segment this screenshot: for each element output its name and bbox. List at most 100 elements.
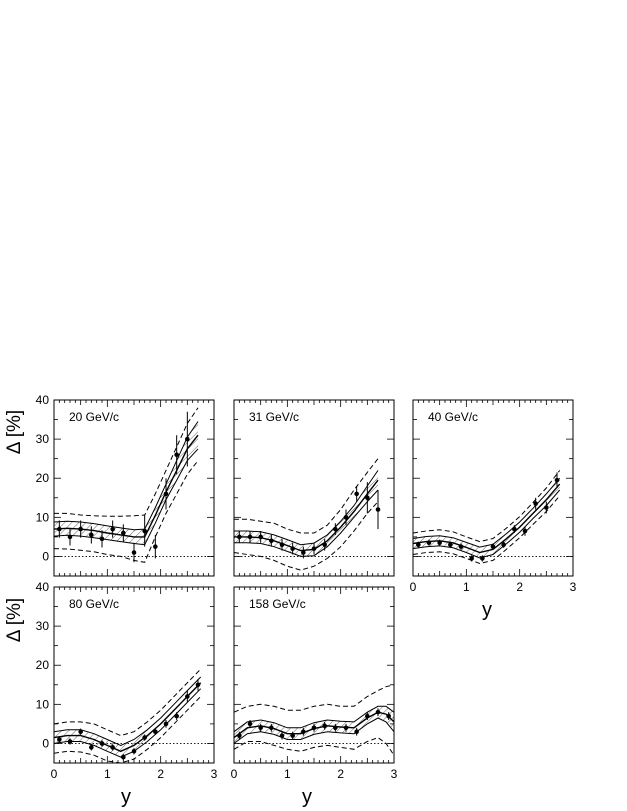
inner-curve-lower: [233, 717, 395, 744]
uncertainty-band: [54, 421, 198, 545]
data-point: [67, 739, 73, 744]
y-tick-label: 10: [36, 697, 50, 711]
data-point: [247, 534, 253, 540]
data-point: [67, 534, 73, 540]
outer-curve-upper: [53, 668, 202, 737]
data-point: [110, 526, 115, 532]
data-point: [174, 452, 179, 458]
x-tick-label: 0: [51, 767, 58, 781]
data-point: [354, 491, 359, 497]
data-point: [57, 526, 62, 532]
outer-curve-lower: [412, 495, 561, 565]
data-point: [279, 542, 285, 548]
data-point: [279, 733, 285, 738]
x-tick-label: 3: [391, 767, 398, 781]
panel-31: 31 GeV/c: [233, 399, 395, 577]
plot-frame: [233, 586, 395, 764]
data-point: [501, 542, 506, 548]
data-point: [469, 556, 474, 561]
data-point: [290, 733, 295, 738]
y-tick-label: 30: [36, 432, 50, 446]
central-curve: [412, 483, 561, 554]
x-tick-label: 2: [157, 767, 164, 781]
data-point: [301, 550, 306, 555]
x-tick-label: 1: [284, 767, 291, 781]
x-tick-label: 3: [211, 767, 218, 781]
y-tick-label: 0: [42, 549, 49, 563]
panel-40: 0 1 2 3 40 GeV/c: [410, 399, 577, 594]
data-point: [185, 436, 190, 442]
uncertainty-band: [54, 677, 201, 758]
y-tick-label: 20: [36, 658, 50, 672]
outer-curve-upper: [233, 684, 395, 713]
data-point: [333, 526, 338, 532]
data-point: [78, 526, 83, 532]
x-axis-label-40: y: [482, 599, 492, 621]
outer-curve-upper: [54, 407, 199, 517]
data-point: [365, 495, 370, 501]
data-point: [290, 546, 295, 551]
data-point: [426, 540, 432, 546]
data-point: [121, 530, 126, 536]
data-point: [343, 515, 349, 520]
inner-curve-upper: [233, 705, 395, 733]
panel-158: 0 1 2 3 158 GeV/c: [231, 586, 398, 781]
x-tick-label: 2: [337, 767, 344, 781]
panel-label: 158 GeV/c: [249, 597, 306, 611]
data-point: [258, 534, 263, 540]
x-tick-label: 2: [516, 580, 523, 594]
inner-curve-lower: [234, 489, 379, 557]
x-tick-label: 1: [463, 580, 470, 594]
panel-20: 0 10 20 30 40 20 GeV/c: [36, 393, 215, 577]
data-point: [448, 542, 453, 548]
data-point: [375, 507, 381, 512]
inner-curve-upper: [234, 470, 379, 546]
inner-curve-lower: [412, 489, 561, 559]
y-tick-label: 20: [36, 471, 50, 485]
central-curve: [234, 479, 379, 552]
data-point: [322, 723, 327, 729]
y-tick-label: 10: [36, 510, 50, 524]
data-point: [163, 491, 169, 497]
data-point: [131, 748, 137, 754]
panel-80: 0 10 20 30 40 0 1 2 3 80 GeV/c: [36, 580, 218, 781]
y-tick-label: 40: [36, 393, 50, 407]
outer-curve-lower: [233, 501, 379, 571]
x-axis-label-158: y: [302, 786, 312, 808]
data-point: [343, 725, 349, 731]
data-point: [322, 542, 327, 548]
panel-label: 20 GeV/c: [69, 410, 119, 424]
data-point: [121, 754, 126, 760]
data-point: [458, 544, 464, 549]
data-point: [131, 550, 137, 555]
data-point: [185, 694, 190, 699]
data-point: [490, 544, 496, 549]
outer-curve-lower: [53, 696, 202, 764]
data-point: [354, 729, 359, 735]
data-point: [99, 536, 105, 542]
data-point: [237, 534, 242, 540]
data-point: [480, 556, 485, 561]
x-tick-label: 3: [570, 580, 577, 594]
data-point: [311, 546, 317, 551]
data-point: [258, 725, 263, 731]
data-point: [163, 721, 169, 727]
x-tick-label: 0: [410, 580, 417, 594]
data-point: [522, 528, 528, 534]
data-point: [365, 713, 370, 719]
y-axis-label-bottom: Δ [%]: [4, 598, 25, 642]
data-point: [195, 682, 201, 688]
data-point: [437, 540, 442, 546]
x-axis-label-80: y: [121, 786, 131, 808]
data-point: [416, 542, 421, 548]
data-point: [301, 729, 306, 735]
data-point: [174, 713, 179, 719]
data-point: [110, 745, 115, 750]
outer-curve-lower: [233, 737, 395, 756]
data-point: [512, 526, 517, 532]
data-point: [78, 729, 83, 735]
panel-label: 80 GeV/c: [69, 597, 119, 611]
panel-label: 31 GeV/c: [249, 410, 299, 424]
data-point: [311, 725, 317, 731]
